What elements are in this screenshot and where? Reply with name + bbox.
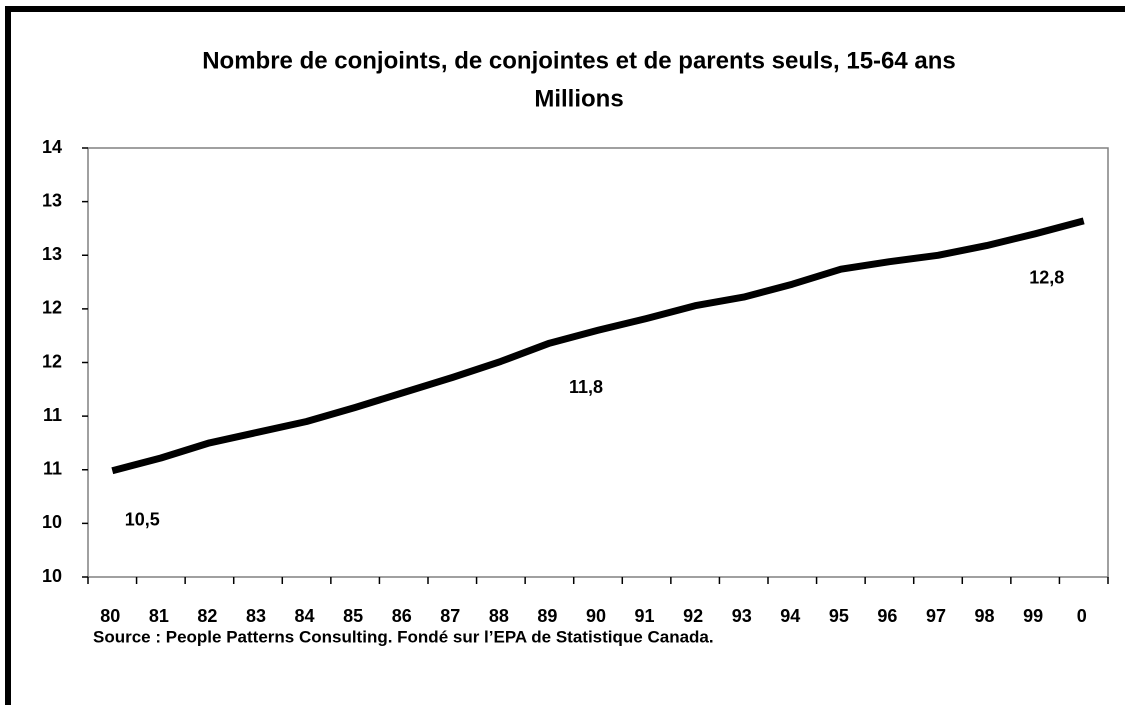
x-tick-label: 89	[537, 606, 557, 626]
x-tick-label: 97	[926, 606, 946, 626]
x-tick-label: 86	[392, 606, 412, 626]
x-tick-label: 81	[149, 606, 169, 626]
x-tick-label: 0	[1077, 606, 1087, 626]
source-note: Source : People Patterns Consulting. Fon…	[93, 627, 714, 646]
data-label: 11,8	[569, 377, 603, 397]
x-tick-label: 90	[586, 606, 606, 626]
x-tick-label: 99	[1023, 606, 1043, 626]
x-tick-label: 95	[829, 606, 849, 626]
x-tick-label: 94	[780, 606, 800, 626]
frame	[5, 6, 1125, 705]
x-tick-label: 80	[100, 606, 120, 626]
y-tick-label: 10	[42, 566, 62, 586]
y-tick-label: 14	[42, 137, 62, 157]
data-line	[111, 217, 1085, 475]
chart-subtitle: Millions	[534, 85, 623, 112]
x-tick-label: 92	[683, 606, 703, 626]
data-label: 10,5	[125, 510, 160, 530]
data-label: 12,8	[1029, 268, 1064, 288]
x-tick-label: 83	[246, 606, 266, 626]
y-tick-label: 13	[42, 190, 62, 210]
y-tick-label: 12	[42, 351, 62, 371]
y-tick-label: 11	[43, 459, 62, 479]
x-tick-label: 84	[295, 606, 315, 626]
x-tick-label: 87	[440, 606, 460, 626]
y-tick-label: 11	[43, 405, 62, 425]
y-tick-label: 10	[42, 512, 62, 532]
x-tick-label: 98	[975, 606, 995, 626]
chart-title: Nombre de conjoints, de conjointes et de…	[202, 47, 956, 74]
x-tick-label: 96	[877, 606, 897, 626]
x-tick-label: 82	[197, 606, 217, 626]
x-tick-label: 93	[732, 606, 752, 626]
x-tick-label: 85	[343, 606, 363, 626]
y-tick-label: 13	[42, 244, 62, 264]
x-tick-label: 91	[635, 606, 655, 626]
y-tick-label: 12	[42, 298, 62, 318]
x-tick-label: 88	[489, 606, 509, 626]
